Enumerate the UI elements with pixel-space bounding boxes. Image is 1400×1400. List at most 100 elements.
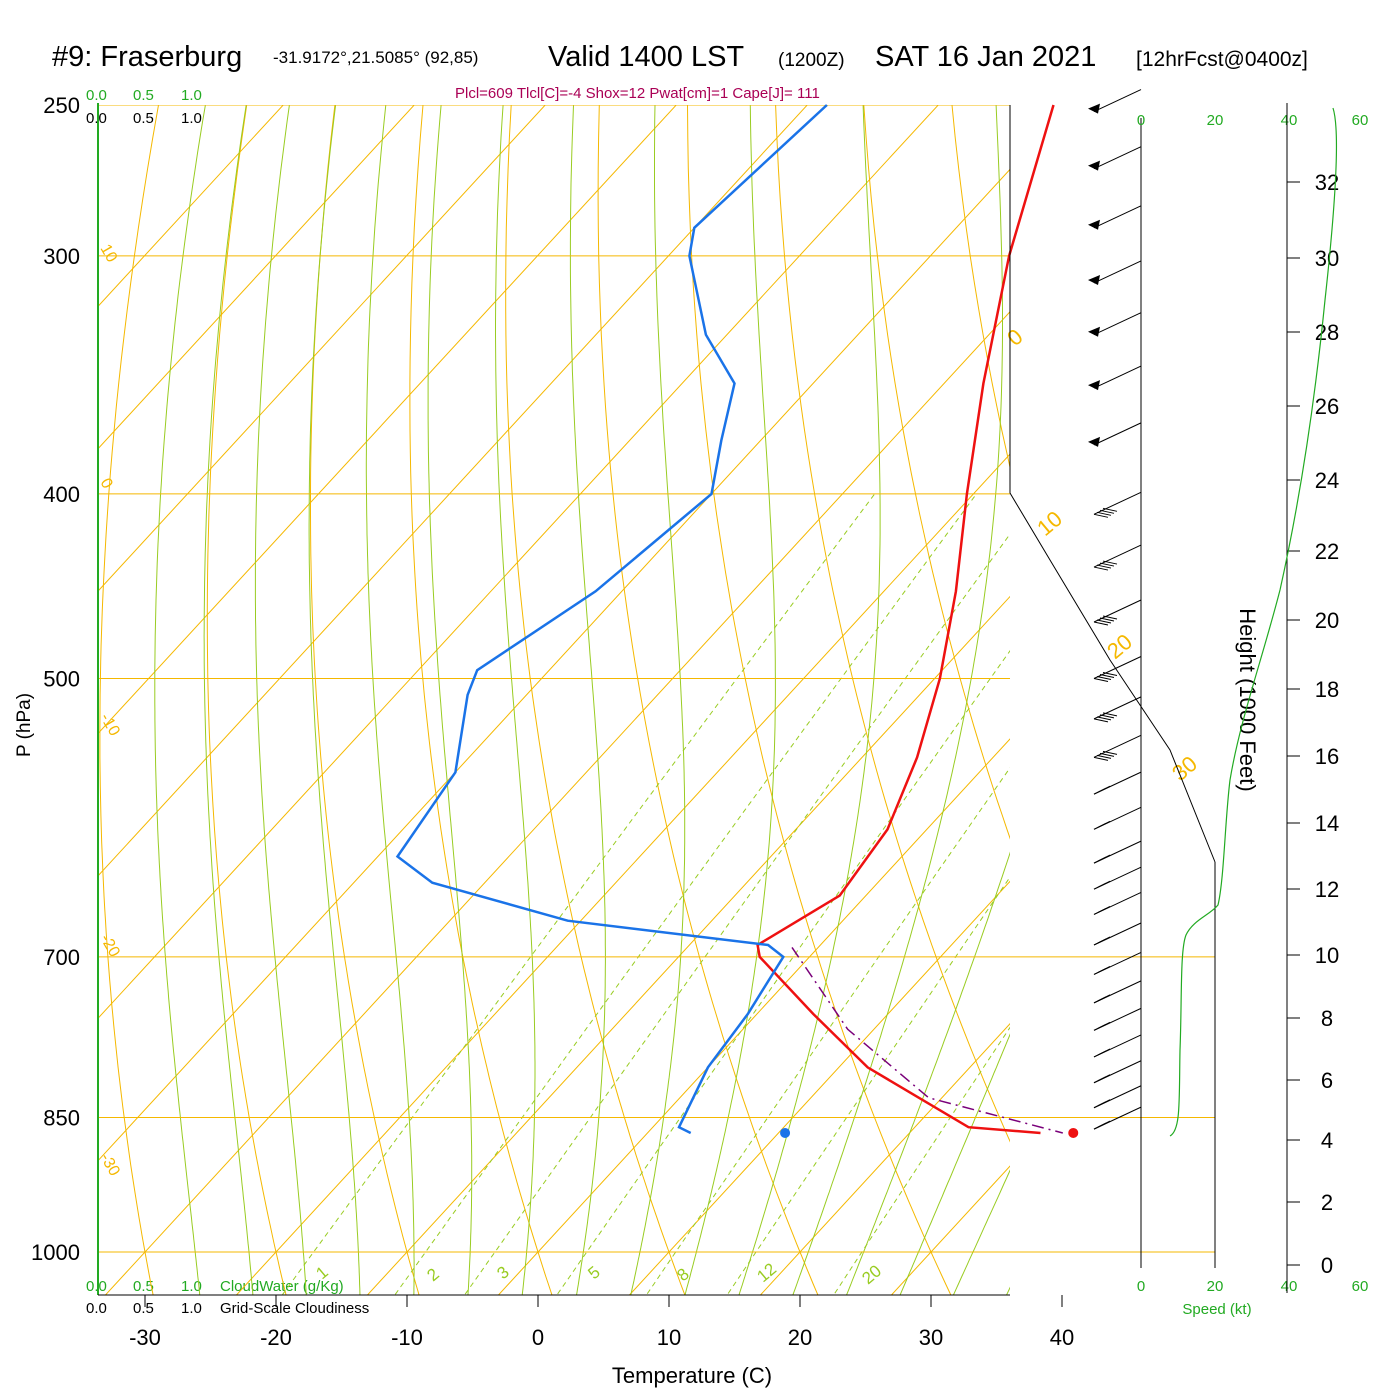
height-tick-label: 26 [1315, 394, 1339, 419]
height-tick-label: 14 [1315, 811, 1339, 836]
isotherms [98, 105, 1010, 1295]
dry-adiabat-line [775, 105, 1010, 1143]
moist-adiabat-line [792, 105, 1003, 1295]
height-tick-label: 2 [1321, 1190, 1333, 1215]
isotherm-line [759, 1023, 1010, 1295]
x-tick-label: 20 [788, 1325, 812, 1350]
moist-adiabat-line [738, 105, 881, 1295]
wind-barb [1093, 892, 1142, 915]
speed-tick-bottom-3: 60 [1352, 1278, 1369, 1295]
isotherm-label: -10 [97, 711, 123, 740]
zulu-time: (1200Z) [778, 50, 845, 71]
height-tick-label: 28 [1315, 320, 1339, 345]
height-tick-label: 6 [1321, 1068, 1333, 1093]
dry-adiabat-line [1385, 71, 1400, 1331]
pressure-tick-label: 1000 [31, 1240, 80, 1265]
moist-adiabat-line [495, 105, 536, 1295]
pressure-tick-label: 700 [43, 945, 80, 970]
isotherm-line [497, 738, 1010, 1295]
dry-adiabat-line [310, 105, 420, 1295]
axes: P (hPa) Temperature (C) [14, 103, 1010, 1388]
cloud-bottom-green-2: 1.0 [181, 1278, 202, 1295]
speed-tick-bottom-1: 20 [1207, 1278, 1224, 1295]
mixing-ratio-line [833, 1026, 1010, 1295]
moist-adiabat-line [427, 105, 473, 1295]
mixing-ratio-label: 20 [858, 1261, 885, 1288]
valid-date: SAT 16 Jan 2021 [875, 41, 1096, 73]
wind-barb [1093, 599, 1142, 626]
station-coords: -31.9172°,21.5085° (92,85) [273, 48, 478, 67]
speed-tick-top-2: 40 [1281, 112, 1298, 129]
pressure-tick-label: 850 [43, 1106, 80, 1131]
cloud-scale-top: 0.0 0.5 1.0 0.0 0.5 1.0 [86, 87, 202, 127]
y-axis-title: P (hPa) [14, 693, 35, 757]
isotherm-label: 10 [1032, 506, 1067, 541]
isotherm-line [235, 453, 1010, 1295]
mixing-ratio-label: 2 [423, 1264, 442, 1285]
pressure-tick-label: 400 [43, 482, 80, 507]
moist-adiabat-line [365, 105, 415, 1295]
cloud-bottom-green-0: 0.0 [86, 1278, 107, 1295]
wind-barbs [1088, 89, 1142, 1130]
isotherm-label: 20 [1102, 629, 1137, 664]
isotherm-label: -20 [97, 932, 123, 961]
isotherm-line [104, 311, 1010, 1295]
cloud-top-green-0: 0.0 [86, 87, 107, 104]
mixing-ratio-lines [281, 493, 1010, 1295]
isotherm-line [98, 105, 546, 592]
background-lines [98, 71, 1400, 1331]
speed-tick-bottom-2: 40 [1281, 1278, 1298, 1295]
mixing-ratio-line [645, 766, 1010, 1295]
cloud-bottom-green-1: 0.5 [133, 1278, 154, 1295]
wind-barb [1093, 491, 1142, 518]
dry-adiabat-line [99, 105, 160, 1295]
wind-barb [1093, 922, 1142, 946]
mixing-ratio-line [556, 650, 1010, 1295]
mixing-ratio-line [726, 876, 1010, 1295]
isotherm-line [98, 105, 677, 735]
wind-barb [1093, 1060, 1142, 1084]
wind-barb [1093, 840, 1142, 864]
wind-barb [1088, 205, 1142, 230]
moist-adiabats [154, 105, 1010, 1295]
speed-tick-top-3: 60 [1352, 112, 1369, 129]
isotherm-line [366, 595, 1010, 1295]
wind-barb [1093, 806, 1142, 830]
x-tick-label: 30 [919, 1325, 943, 1350]
moist-adiabat-line [952, 1169, 1010, 1295]
moist-adiabat-line [569, 105, 606, 1295]
wind-barb [1093, 771, 1142, 795]
forecast-tag: [12hrFcst@0400z] [1136, 48, 1308, 71]
surface-dewpoint-dot [780, 1127, 791, 1138]
isotherm-line [628, 880, 1010, 1295]
moist-adiabat-line [899, 1033, 1010, 1295]
dry-adiabat-line [597, 105, 819, 1295]
station-title: #9: Fraserburg [52, 41, 242, 73]
isotherm-line [98, 105, 808, 877]
moist-adiabat-line [845, 851, 1010, 1295]
cloudiness-label: Grid-Scale Cloudiness [220, 1300, 369, 1317]
moist-adiabat-line [308, 105, 361, 1295]
x-tick-label: 0 [532, 1325, 544, 1350]
sounding-profiles [395, 104, 1079, 1138]
dry-adiabat-line [951, 105, 1010, 470]
height-tick-label: 24 [1315, 468, 1339, 493]
cloud-top-black-2: 1.0 [181, 110, 202, 127]
dry-adiabat-line [206, 105, 287, 1295]
wind-barb [1093, 866, 1142, 890]
dry-adiabat-line [1036, 71, 1400, 1331]
x-tick-label: -20 [260, 1325, 292, 1350]
wind-barb [1093, 1034, 1142, 1058]
moist-adiabat-line [154, 105, 206, 1295]
speed-tick-top-1: 20 [1207, 112, 1224, 129]
wind-barb [1093, 1085, 1142, 1109]
height-tick-label: 8 [1321, 1006, 1333, 1031]
height-tick-label: 4 [1321, 1128, 1333, 1153]
wind-barb [1088, 260, 1142, 285]
height-tick-label: 30 [1315, 246, 1339, 271]
isotherm-line [98, 105, 284, 308]
mixing-ratio-label: 12 [753, 1259, 780, 1286]
wind-barb [1093, 544, 1142, 571]
